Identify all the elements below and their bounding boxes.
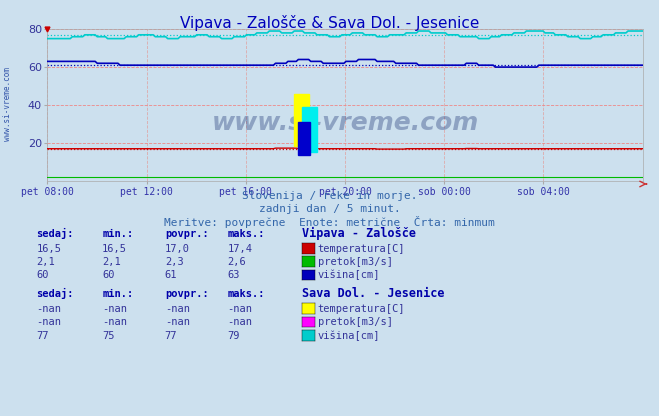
Text: 75: 75: [102, 331, 115, 341]
Text: Vipava - Zalošče: Vipava - Zalošče: [302, 227, 416, 240]
Text: maks.:: maks.:: [227, 290, 265, 300]
Text: -nan: -nan: [227, 304, 252, 314]
Bar: [298, 122, 310, 155]
Text: 60: 60: [36, 270, 49, 280]
Text: -nan: -nan: [165, 304, 190, 314]
Text: 17,4: 17,4: [227, 244, 252, 254]
Bar: [302, 106, 317, 152]
Text: 2,3: 2,3: [165, 257, 183, 267]
Text: min.:: min.:: [102, 290, 133, 300]
Text: 2,1: 2,1: [36, 257, 55, 267]
Text: Sava Dol. - Jesenice: Sava Dol. - Jesenice: [302, 287, 444, 300]
Text: povpr.:: povpr.:: [165, 229, 208, 239]
Text: maks.:: maks.:: [227, 229, 265, 239]
Text: povpr.:: povpr.:: [165, 290, 208, 300]
Text: Vipava - Zalošče & Sava Dol. - Jesenice: Vipava - Zalošče & Sava Dol. - Jesenice: [180, 15, 479, 30]
Text: pretok[m3/s]: pretok[m3/s]: [318, 317, 393, 327]
Text: Meritve: povprečne  Enote: metrične  Črta: minmum: Meritve: povprečne Enote: metrične Črta:…: [164, 216, 495, 228]
Text: sedaj:: sedaj:: [36, 288, 74, 300]
Text: 77: 77: [36, 331, 49, 341]
Text: 79: 79: [227, 331, 240, 341]
Text: 60: 60: [102, 270, 115, 280]
Text: zadnji dan / 5 minut.: zadnji dan / 5 minut.: [258, 204, 401, 214]
Text: -nan: -nan: [102, 304, 127, 314]
Text: višina[cm]: višina[cm]: [318, 270, 380, 280]
Text: 61: 61: [165, 270, 177, 280]
Text: temperatura[C]: temperatura[C]: [318, 244, 405, 254]
Text: -nan: -nan: [227, 317, 252, 327]
Text: Slovenija / reke in morje.: Slovenija / reke in morje.: [242, 191, 417, 201]
Text: -nan: -nan: [36, 304, 61, 314]
Text: -nan: -nan: [102, 317, 127, 327]
Text: -nan: -nan: [36, 317, 61, 327]
Text: 2,6: 2,6: [227, 257, 246, 267]
Text: www.si-vreme.com: www.si-vreme.com: [212, 111, 478, 135]
Bar: [295, 94, 309, 146]
Text: 16,5: 16,5: [102, 244, 127, 254]
Text: 16,5: 16,5: [36, 244, 61, 254]
Text: 17,0: 17,0: [165, 244, 190, 254]
Text: temperatura[C]: temperatura[C]: [318, 304, 405, 314]
Text: višina[cm]: višina[cm]: [318, 330, 380, 341]
Text: pretok[m3/s]: pretok[m3/s]: [318, 257, 393, 267]
Text: sedaj:: sedaj:: [36, 228, 74, 239]
Text: 2,1: 2,1: [102, 257, 121, 267]
Text: www.si-vreme.com: www.si-vreme.com: [3, 67, 13, 141]
Text: 63: 63: [227, 270, 240, 280]
Text: min.:: min.:: [102, 229, 133, 239]
Text: -nan: -nan: [165, 317, 190, 327]
Text: 77: 77: [165, 331, 177, 341]
